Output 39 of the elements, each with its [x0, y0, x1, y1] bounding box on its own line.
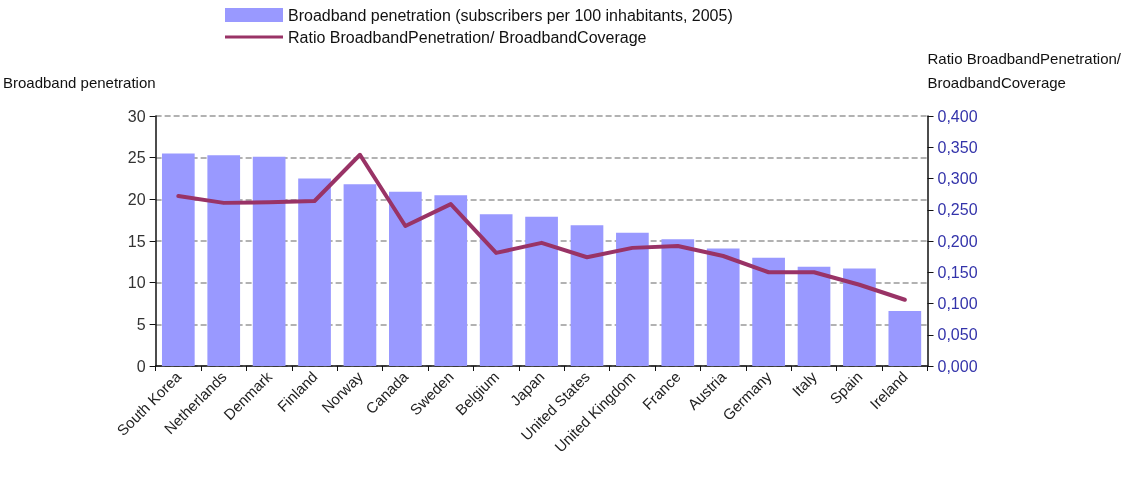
bar	[661, 239, 695, 366]
bar	[616, 232, 649, 366]
legend-label: Broadband penetration (subscribers per 100 inhabitants, 2005)	[288, 6, 733, 24]
bar	[888, 311, 922, 366]
y2-tick-label: 0,400	[937, 107, 978, 125]
bar	[797, 266, 831, 366]
y2-tick-label: 0,050	[937, 326, 978, 344]
x-tick-label: Italy	[788, 367, 821, 400]
y2-tick-label: 0,300	[937, 170, 978, 187]
bar	[298, 178, 331, 366]
y2-tick-label: 0,200	[937, 232, 978, 250]
y2-tick-label: 0,100	[937, 295, 978, 312]
bar	[706, 248, 740, 366]
y-tick-label: 20	[127, 190, 146, 208]
y2-axis-title: Ratio BroadbandPenetration/ BroadbandCoverage	[927, 49, 1122, 91]
y2-tick-label: 0,150	[937, 263, 978, 281]
y-tick-label: 30	[127, 107, 146, 125]
y2-tick-label: 0,350	[937, 138, 978, 156]
y-tick-label: 25	[127, 149, 146, 167]
line-series	[176, 152, 907, 302]
bar	[207, 155, 241, 366]
bar	[434, 195, 468, 366]
y-tick-label: 10	[127, 274, 146, 292]
bar	[161, 153, 195, 366]
bar	[525, 216, 558, 366]
y2-tick-label: 0,000	[937, 357, 978, 375]
bar	[570, 225, 604, 366]
bar	[343, 184, 377, 366]
y-tick-label: 15	[127, 232, 146, 250]
bar	[843, 268, 876, 366]
y2-tick-label: 0,250	[937, 201, 978, 219]
legend-label: Ratio BroadbandPenetration/ BroadbandCoverage	[288, 28, 647, 46]
y-tick-label: 0	[136, 357, 146, 375]
y-axis-title: Broadband penetration	[3, 73, 156, 91]
bar	[389, 191, 422, 366]
bar	[479, 214, 513, 366]
bar	[752, 257, 785, 366]
bar	[252, 156, 286, 366]
y-tick-label: 5	[136, 315, 146, 333]
